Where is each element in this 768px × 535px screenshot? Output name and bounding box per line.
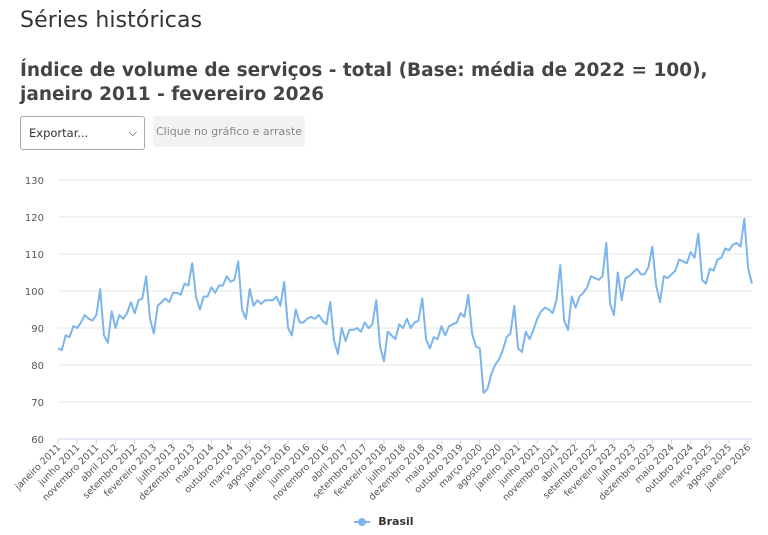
y-tick-label: 80	[31, 361, 44, 372]
y-tick-label: 100	[25, 287, 44, 298]
y-tick-label: 120	[25, 213, 44, 224]
series-line-brasil	[57, 217, 753, 394]
drag-hint: Clique no gráfico e arraste	[153, 116, 305, 147]
y-axis-ticks: 60 70 80 90 100 110 120 130	[25, 176, 44, 446]
chevron-down-icon: ⌵	[128, 126, 137, 139]
legend-label: Brasil	[378, 515, 414, 528]
y-tick-label: 90	[31, 324, 44, 335]
grid-lines	[58, 179, 752, 440]
y-tick-label: 110	[25, 250, 44, 261]
y-tick-label: 60	[31, 435, 44, 446]
legend-marker-icon	[354, 517, 371, 527]
legend[interactable]: Brasil	[0, 515, 768, 528]
y-tick-label: 70	[31, 398, 44, 409]
export-select-value: Exportar...	[29, 126, 89, 140]
export-select[interactable]: Exportar... ⌵	[20, 116, 145, 150]
y-tick-label: 130	[25, 176, 44, 187]
chart-title: Índice de volume de serviços - total (Ba…	[20, 60, 708, 105]
page-title: Séries históricas	[20, 8, 203, 33]
